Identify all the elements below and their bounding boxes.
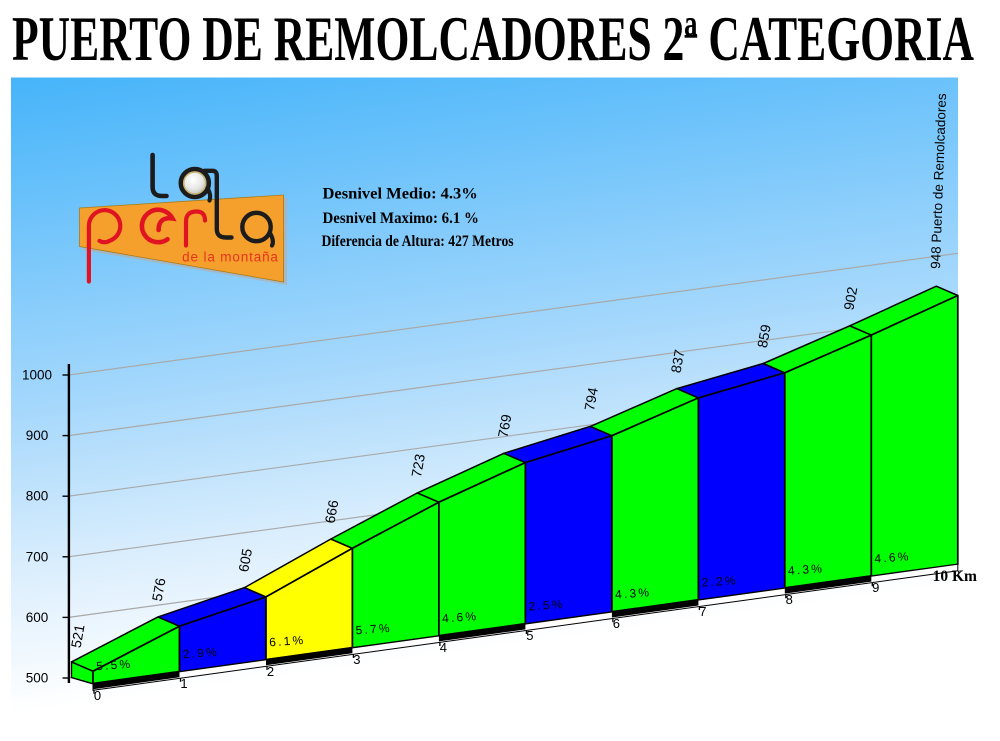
svg-text:948 Puerto de Remolcadores: 948 Puerto de Remolcadores — [928, 93, 949, 269]
svg-text:Desnivel Maximo: 6.1 %: Desnivel Maximo: 6.1 % — [323, 210, 479, 227]
svg-text:521: 521 — [68, 623, 88, 649]
svg-text:4.6%: 4.6% — [874, 549, 911, 565]
svg-text:10 Km: 10 Km — [933, 568, 977, 585]
svg-text:576: 576 — [149, 576, 169, 602]
svg-text:1000: 1000 — [22, 368, 52, 383]
svg-text:8: 8 — [786, 592, 793, 607]
svg-text:6: 6 — [613, 616, 620, 631]
svg-text:2.5%: 2.5% — [528, 597, 565, 613]
svg-text:PUERTO DE REMOLCADORES 2ª CATE: PUERTO DE REMOLCADORES 2ª CATEGORIA — [12, 3, 974, 74]
svg-text:859: 859 — [754, 323, 774, 349]
svg-text:1: 1 — [180, 676, 187, 691]
svg-text:5.7%: 5.7% — [355, 621, 392, 637]
svg-text:Desnivel Medio: 4.3%: Desnivel Medio: 4.3% — [323, 186, 478, 203]
svg-text:800: 800 — [26, 489, 49, 504]
svg-text:2.9%: 2.9% — [182, 645, 219, 661]
svg-text:6.1%: 6.1% — [269, 633, 306, 649]
svg-text:4.3%: 4.3% — [788, 561, 825, 577]
svg-text:900: 900 — [26, 428, 49, 443]
svg-text:Diferencia de Altura: 427 Metr: Diferencia de Altura: 427 Metros — [322, 233, 514, 250]
svg-text:4.3%: 4.3% — [615, 585, 652, 601]
svg-text:500: 500 — [26, 671, 49, 686]
svg-text:837: 837 — [668, 348, 688, 374]
svg-text:605: 605 — [235, 547, 255, 573]
svg-text:3: 3 — [353, 652, 360, 667]
svg-text:600: 600 — [26, 610, 49, 625]
svg-text:9: 9 — [872, 580, 879, 595]
svg-text:2.2%: 2.2% — [701, 573, 738, 589]
svg-text:794: 794 — [581, 386, 601, 412]
svg-text:769: 769 — [495, 413, 515, 439]
svg-text:4.6%: 4.6% — [442, 609, 479, 625]
svg-text:5.5%: 5.5% — [96, 657, 133, 673]
svg-text:4: 4 — [440, 640, 447, 655]
svg-text:de la montaña: de la montaña — [182, 249, 279, 264]
svg-text:902: 902 — [840, 285, 860, 311]
svg-text:0: 0 — [94, 688, 101, 703]
svg-text:723: 723 — [408, 452, 428, 478]
svg-text:2: 2 — [267, 664, 274, 679]
svg-text:666: 666 — [322, 499, 342, 525]
svg-text:7: 7 — [699, 604, 706, 619]
svg-text:700: 700 — [26, 549, 49, 564]
svg-text:5: 5 — [526, 628, 533, 643]
